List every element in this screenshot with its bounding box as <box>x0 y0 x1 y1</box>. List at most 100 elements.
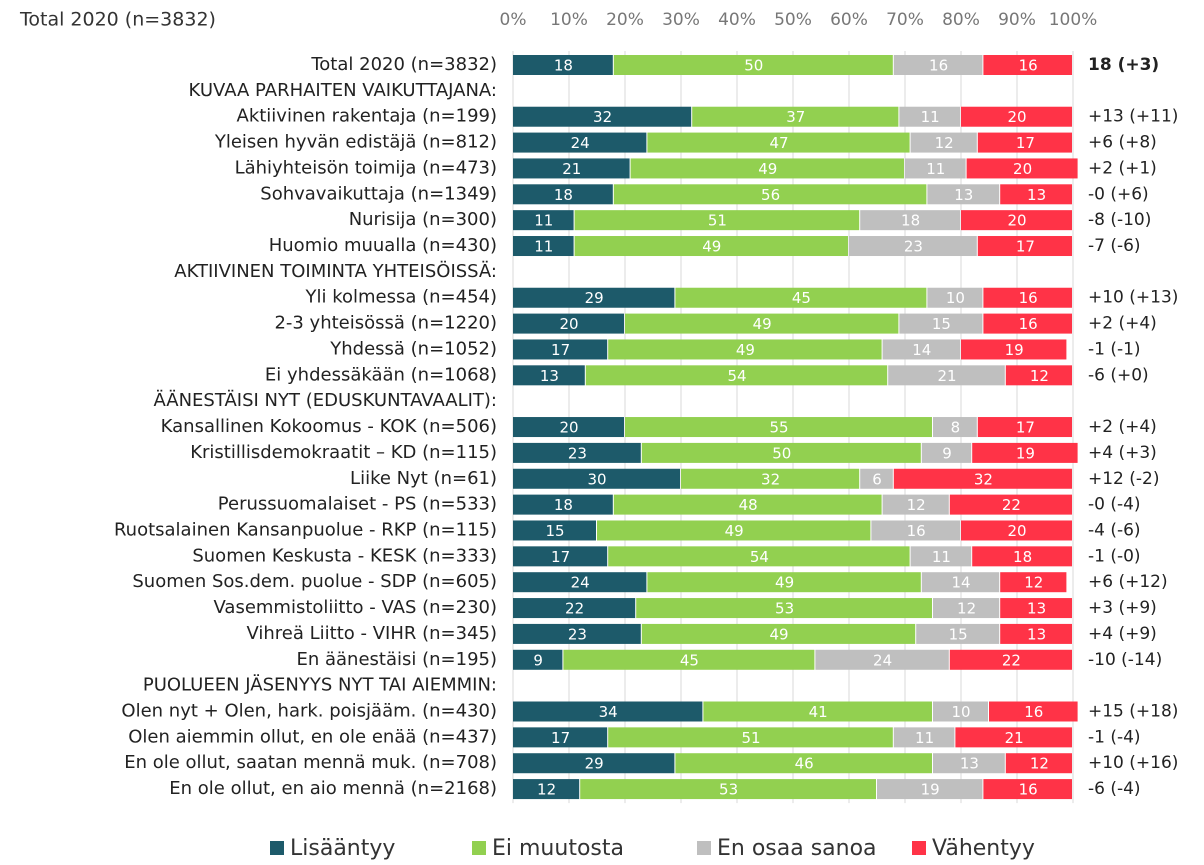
bar-segment <box>977 132 1072 153</box>
bar-segment <box>1000 598 1072 619</box>
data-label: 50 <box>744 57 763 75</box>
x-tick-label: 0% <box>500 10 527 30</box>
bar-segment <box>613 494 882 515</box>
bar-segment <box>513 546 608 567</box>
x-tick-label: 60% <box>830 10 868 30</box>
legend-swatch <box>912 841 926 855</box>
data-label: 10 <box>951 703 970 721</box>
data-label: 48 <box>739 496 758 514</box>
category-label: Ruotsalainen Kansanpuolue - RKP (n=115) <box>114 519 497 540</box>
data-label: 13 <box>540 367 559 385</box>
bar-segment <box>961 520 1072 541</box>
data-label: 24 <box>873 651 892 669</box>
annotation: +12 (-2) <box>1088 469 1160 489</box>
data-label: 16 <box>1019 781 1038 799</box>
bar-segment <box>636 598 932 619</box>
bar-segment <box>888 365 1005 386</box>
bar-segment <box>513 753 675 774</box>
bar-segment <box>927 287 983 308</box>
data-label: 17 <box>1016 238 1035 256</box>
bar-segment <box>613 55 893 75</box>
bar-segment <box>647 572 921 593</box>
annotation: +10 (+16) <box>1088 753 1178 773</box>
data-label: 23 <box>568 444 587 462</box>
bar-segment <box>513 572 647 593</box>
data-label: 20 <box>1007 522 1026 540</box>
bar-segment <box>625 417 932 438</box>
annotation: -7 (-6) <box>1088 236 1141 256</box>
data-label: 49 <box>702 238 721 256</box>
bar-segment <box>513 313 624 334</box>
bar-segment <box>983 779 1072 800</box>
x-tick-label: 10% <box>550 10 588 30</box>
data-label: 32 <box>761 470 780 488</box>
data-label: 14 <box>951 574 970 592</box>
category-label: ÄÄNESTÄISI NYT (EDUSKUNTAVAALIT): <box>153 390 497 411</box>
data-label: 6 <box>872 470 882 488</box>
data-label: 19 <box>1016 444 1035 462</box>
bar-segment <box>641 442 921 463</box>
annotation: -1 (-4) <box>1088 727 1141 747</box>
bar-segment <box>647 132 910 153</box>
bar-segment <box>681 468 860 489</box>
data-label: 21 <box>1005 729 1024 747</box>
data-label: 10 <box>946 289 965 307</box>
data-label: 17 <box>551 548 570 566</box>
data-label: 20 <box>1007 108 1026 126</box>
category-label: Total 2020 (n=3832) <box>310 54 497 75</box>
bar-segment <box>983 55 1072 75</box>
bar-segment <box>949 649 1072 670</box>
data-label: 21 <box>562 160 581 178</box>
bar-segment <box>1005 753 1072 774</box>
bar-segment <box>597 520 871 541</box>
bar-segment <box>513 468 680 489</box>
bar-segment <box>513 236 574 257</box>
data-label: 49 <box>736 341 755 359</box>
bar-segment <box>513 287 675 308</box>
bar-segment <box>513 442 641 463</box>
data-label: 13 <box>954 186 973 204</box>
data-label: 18 <box>901 212 920 230</box>
bar-segment <box>1000 572 1067 593</box>
data-label: 15 <box>949 625 968 643</box>
bar-segment <box>949 494 1072 515</box>
data-label: 46 <box>795 755 814 773</box>
bar-segment <box>955 727 1072 748</box>
data-label: 16 <box>929 57 948 75</box>
data-label: 55 <box>769 419 788 437</box>
data-label: 49 <box>758 160 777 178</box>
data-label: 13 <box>1027 186 1046 204</box>
data-label: 12 <box>537 781 556 799</box>
category-label: 2-3 yhteisössä (n=1220) <box>274 313 497 334</box>
data-label: 21 <box>937 367 956 385</box>
bar-segment <box>860 468 893 489</box>
bar-segment <box>910 546 972 567</box>
bar-segment <box>860 210 960 231</box>
bar-segment <box>933 417 977 438</box>
category-label: KUVAA PARHAITEN VAIKUTTAJANA: <box>189 80 497 101</box>
bar-segment <box>882 494 949 515</box>
bar-segment <box>580 779 876 800</box>
bar-segment <box>675 287 927 308</box>
bar-segment <box>574 236 848 257</box>
bar-segment <box>893 468 1072 489</box>
data-label: 51 <box>708 212 727 230</box>
data-label: 54 <box>727 367 746 385</box>
category-label: Nurisija (n=300) <box>349 209 497 230</box>
category-label: Liike Nyt (n=61) <box>350 468 497 489</box>
bar-segment <box>972 442 1078 463</box>
bar-segment <box>921 442 972 463</box>
bar-segment <box>989 701 1078 722</box>
bar-segment <box>977 417 1072 438</box>
annotation: +10 (+13) <box>1088 288 1178 308</box>
annotation: -10 (-14) <box>1088 650 1162 670</box>
legend-label: En osaa sanoa <box>717 836 877 861</box>
x-tick-label: 90% <box>998 10 1036 30</box>
data-label: 12 <box>1030 367 1049 385</box>
bar-segment <box>513 365 585 386</box>
bar-segment <box>513 210 574 231</box>
bar-segment <box>513 649 563 670</box>
bar-segment <box>933 753 1005 774</box>
x-tick-label: 100% <box>1049 10 1098 30</box>
category-label: Suomen Sos.dem. puolue - SDP (n=605) <box>132 571 497 592</box>
